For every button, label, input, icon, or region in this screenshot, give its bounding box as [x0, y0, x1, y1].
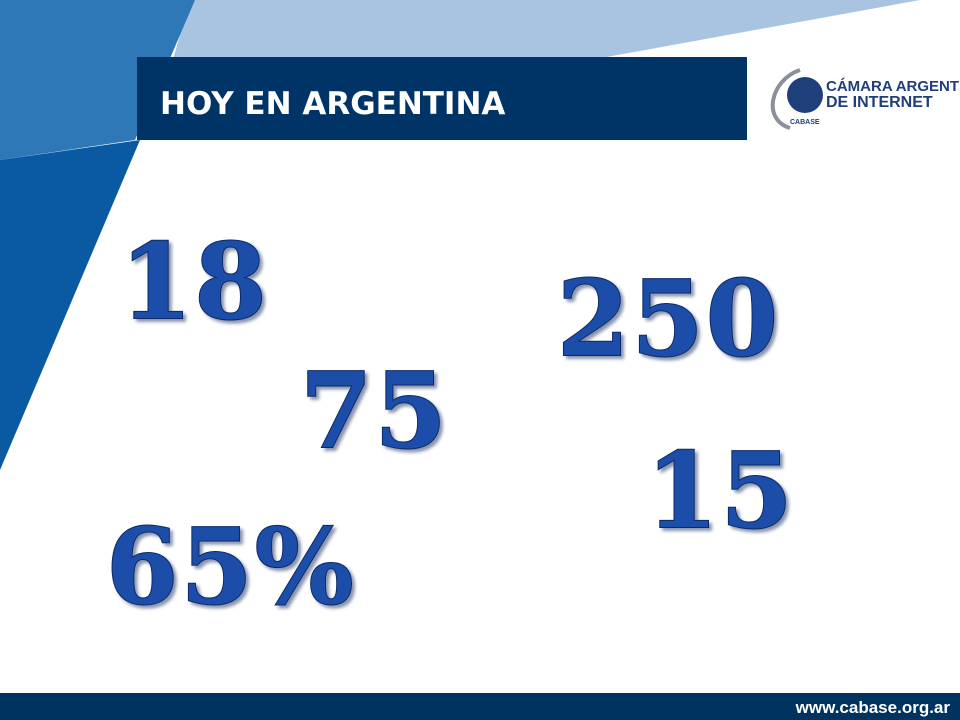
figure: 250	[557, 257, 780, 380]
header-title: HOY EN ARGENTINA	[160, 86, 505, 122]
logo-arc	[770, 68, 801, 130]
footer-bar	[0, 693, 960, 720]
logo-line1: CÁMARA ARGENTINA	[826, 78, 960, 95]
logo-globe	[787, 77, 823, 113]
figure: 65%	[106, 505, 356, 628]
figure: 75	[300, 349, 449, 472]
logo-line2: DE INTERNET	[826, 94, 933, 111]
figure: 15	[646, 429, 795, 552]
figure: 18	[120, 220, 269, 343]
bg-shape	[0, 0, 195, 160]
logo-small: CABASE	[790, 119, 820, 126]
header-bar	[137, 57, 747, 140]
bg-shape	[0, 140, 140, 470]
logo: CÁMARA ARGENTINA DE INTERNET CABASE	[760, 50, 960, 135]
footer-url[interactable]: www.cabase.org.ar	[795, 698, 951, 717]
